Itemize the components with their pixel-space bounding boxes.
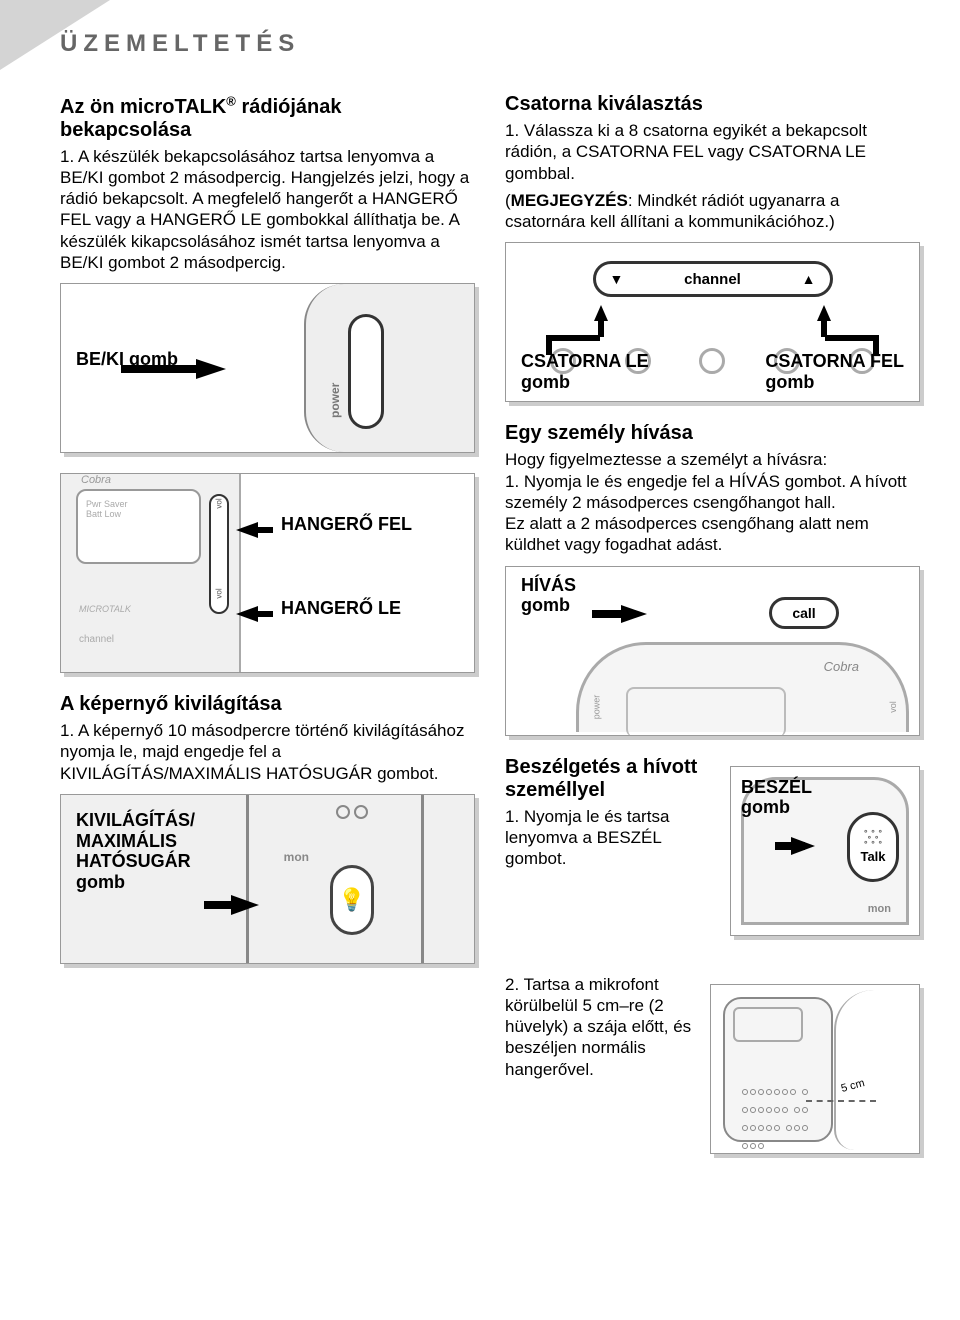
talk-button-label: BESZÉL gomb <box>741 777 812 818</box>
call-button-label: HÍVÁS gomb <box>521 575 576 616</box>
speaker-dots: ∘ ∘ ∘∘ ∘∘ ∘ ∘ <box>863 829 882 846</box>
face-outline <box>834 990 914 1150</box>
outline <box>421 795 424 963</box>
arrow-icon <box>791 837 815 855</box>
figure-talk: BESZÉL gomb ∘ ∘ ∘∘ ∘∘ ∘ ∘ Talk mon <box>730 766 920 936</box>
brand-label: Cobra <box>81 474 111 486</box>
figure-call: HÍVÁS gomb call Cobra power vol <box>505 566 920 736</box>
power-on-text: 1. A készülék bekapcsolásához tartsa len… <box>60 146 475 274</box>
channel-title: Csatorna kiválasztás <box>505 93 920 116</box>
outline <box>246 795 249 963</box>
arrow-icon <box>594 305 608 321</box>
vol-text-down: vol <box>215 589 224 599</box>
channel-text: 1. Válassza ki a 8 csatorna egyikét a be… <box>505 120 920 184</box>
mon-label: mon <box>868 903 891 915</box>
power-text: power <box>328 383 342 418</box>
channel-up-label: CSATORNA FEL gomb <box>765 351 904 393</box>
corner-decoration <box>0 0 110 70</box>
channel-down-label: CSATORNA LE gomb <box>521 351 649 393</box>
speak-text: 2. Tartsa a mikrofont körülbelül 5 cm–re… <box>505 974 698 1080</box>
talk-button-graphic: ∘ ∘ ∘∘ ∘∘ ∘ ∘ Talk <box>847 812 899 882</box>
brand-label: Cobra <box>824 659 859 674</box>
volume-down-label: HANGERŐ LE <box>281 598 401 619</box>
power-button-graphic <box>348 314 384 429</box>
arrow-icon <box>817 305 831 321</box>
volume-up-label: HANGERŐ FEL <box>281 514 412 535</box>
device-screen: Pwr Saver Batt Low <box>76 489 201 564</box>
arrow-icon <box>196 359 226 379</box>
arrow-line <box>546 335 600 341</box>
triangle-down-icon: ▼ <box>610 271 624 287</box>
backlight-button-label: KIVILÁGÍTÁS/ MAXIMÁLIS HATÓSUGÁR gomb <box>76 810 195 893</box>
channel-note: (MEGJEGYZÉS: Mindkét rádiót ugyanarra a … <box>505 190 920 233</box>
note-bold: MEGJEGYZÉS <box>511 191 628 210</box>
screen-outline <box>626 687 786 736</box>
backlight-title: A képernyő kivilágítása <box>60 693 475 716</box>
talk-title: Beszélgetés a hívott személlyel <box>505 756 710 802</box>
channel-text: channel <box>79 634 114 645</box>
arrow-icon <box>236 522 258 538</box>
backlight-button-graphic: 💡 <box>330 865 374 935</box>
microtalk-label: MICROTALK <box>79 604 131 614</box>
figure-speak-distance: 5 cm <box>710 984 920 1154</box>
figure-power-button: power BE/KI gomb <box>60 283 475 453</box>
figure-volume: Cobra Pwr Saver Batt Low MICROTALK chann… <box>60 473 475 673</box>
arrow-icon <box>231 895 259 915</box>
screen-text: Pwr Saver Batt Low <box>78 491 199 527</box>
radio-screen <box>733 1007 803 1042</box>
mon-label: mon <box>284 850 309 864</box>
channel-pill: ▼ channel ▲ <box>593 261 833 297</box>
power-on-title: Az ön microTALK® rádiójának bekapcsolása <box>60 93 475 142</box>
speaker-holes <box>330 805 374 819</box>
channel-pill-text: channel <box>684 271 741 288</box>
distance-line <box>806 1100 876 1102</box>
left-column: Az ön microTALK® rádiójának bekapcsolása… <box>60 93 475 1174</box>
talk-text: 1. Nyomja le és tartsa lenyomva a BESZÉL… <box>505 806 710 870</box>
backlight-text: 1. A képernyő 10 másodpercre történő kiv… <box>60 720 475 784</box>
speaker-grid <box>741 1083 816 1138</box>
triangle-up-icon: ▲ <box>802 271 816 287</box>
call-button-graphic: call <box>769 597 839 629</box>
talk-btn-text: Talk <box>860 849 885 864</box>
figure-channel: ▼ channel ▲ CSATORNA LE gomb CSATORNA FE… <box>505 242 920 402</box>
arrow-icon <box>621 605 647 623</box>
vol-side-label: vol <box>888 701 898 713</box>
call-title: Egy személy hívása <box>505 422 920 445</box>
call-text: Hogy figyelmeztesse a személyt a hívásra… <box>505 449 920 555</box>
power-side-label: power <box>591 694 601 719</box>
device-edge <box>304 284 474 452</box>
arrow-icon <box>236 606 258 622</box>
page-header: ÜZEMELTETÉS <box>60 30 920 58</box>
arrow-line <box>825 335 879 341</box>
figure-backlight: mon 💡 KIVILÁGÍTÁS/ MAXIMÁLIS HATÓSUGÁR g… <box>60 794 475 964</box>
right-column: Csatorna kiválasztás 1. Válassza ki a 8 … <box>505 93 920 1174</box>
vol-text-up: vol <box>215 499 224 509</box>
